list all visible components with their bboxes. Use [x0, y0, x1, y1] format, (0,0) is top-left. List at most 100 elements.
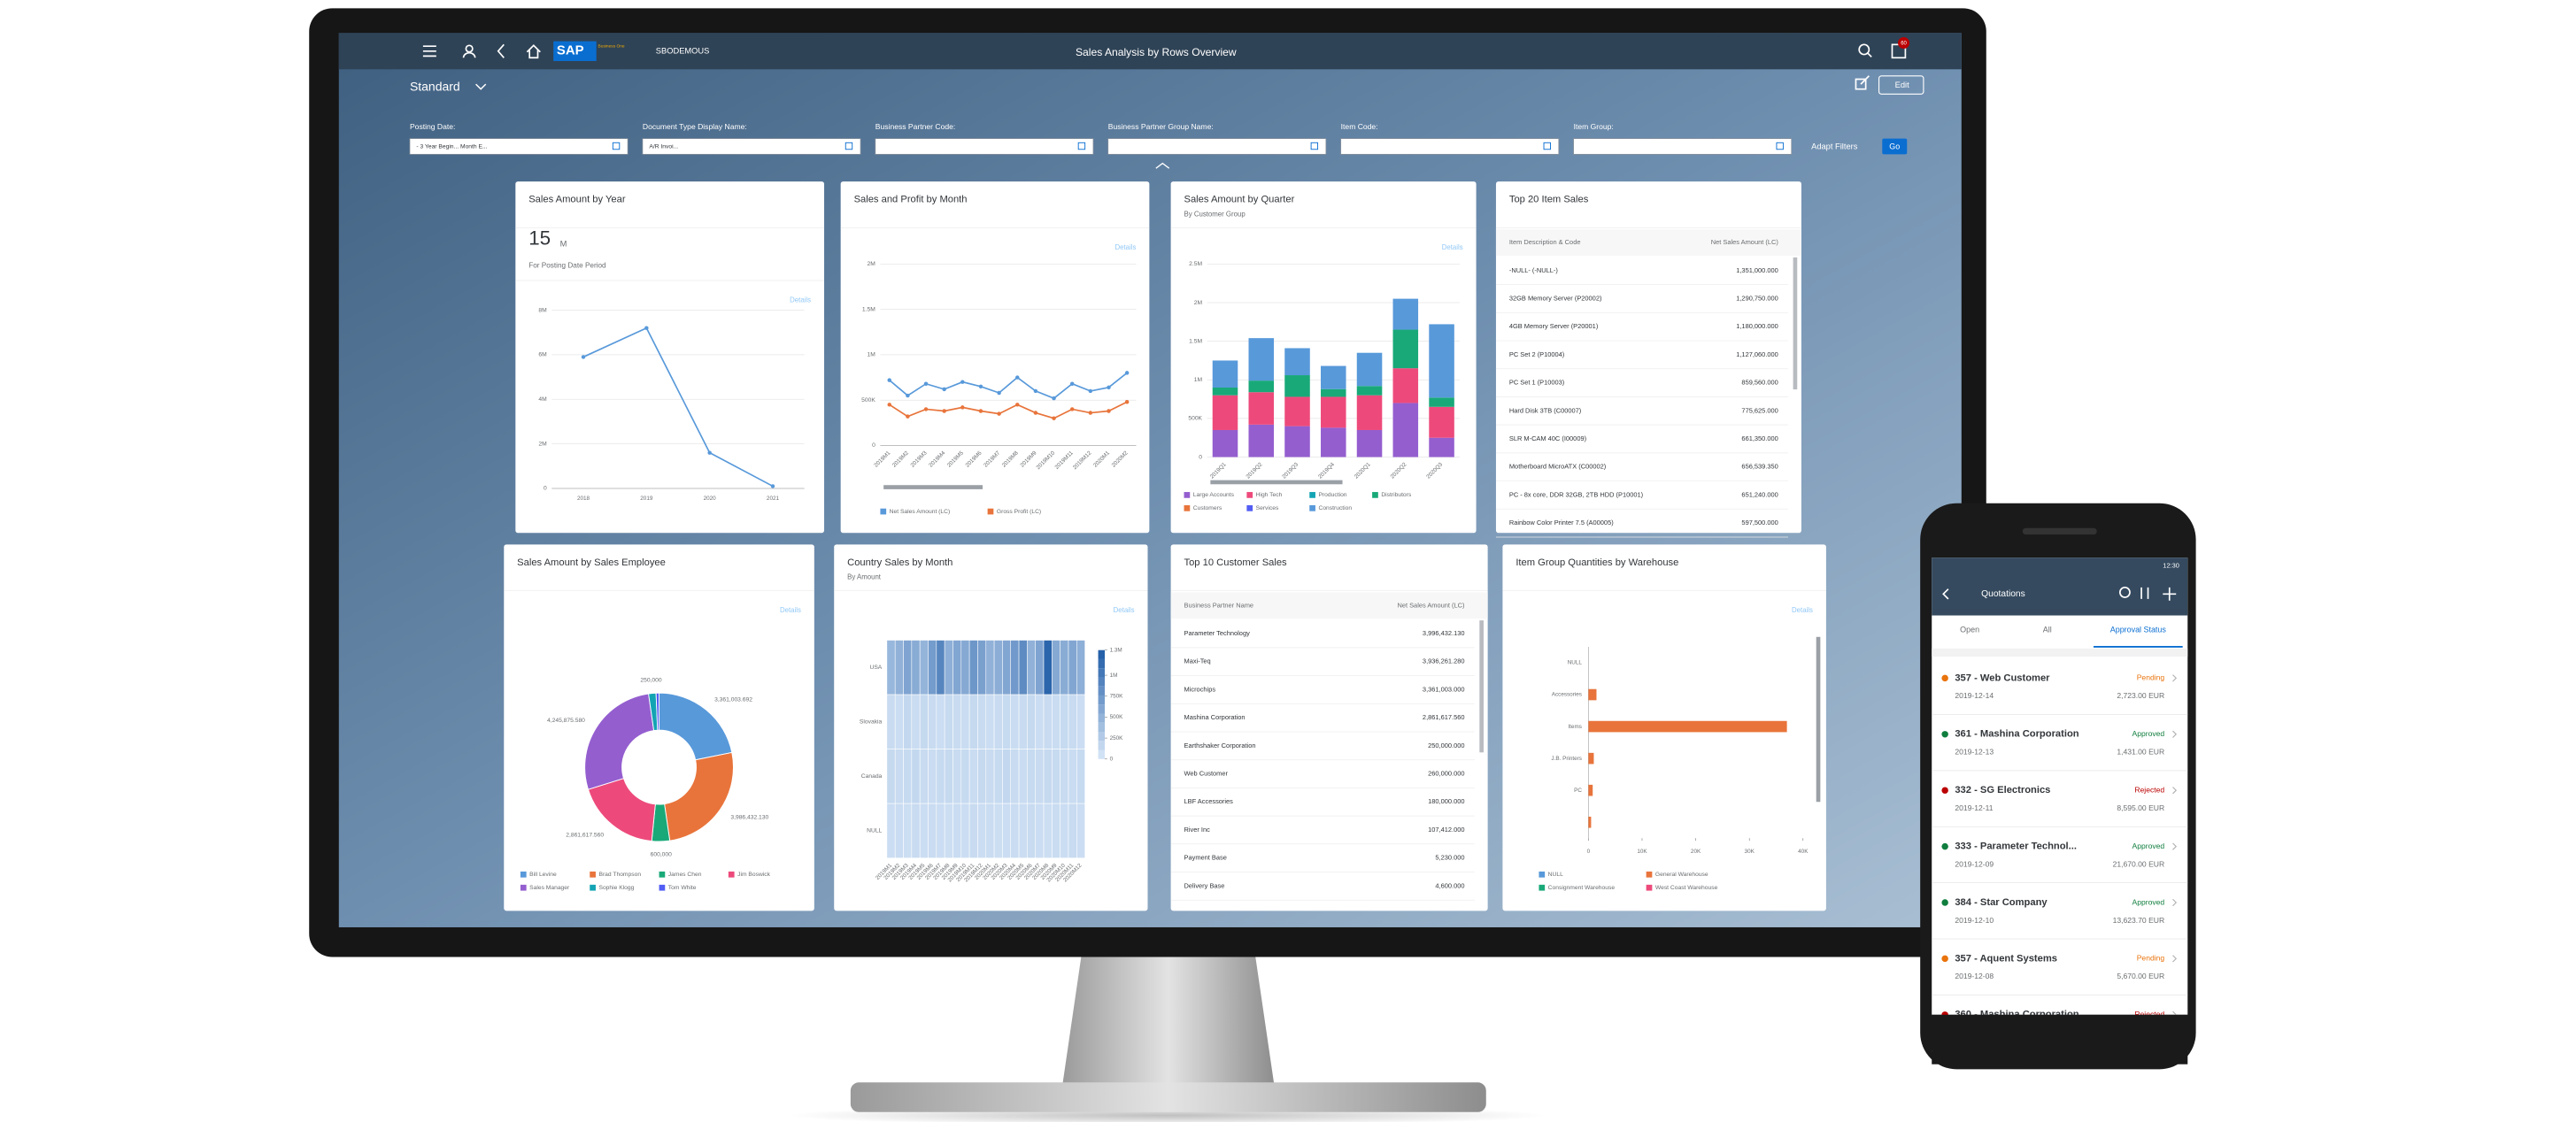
filter-input[interactable]: [409, 138, 629, 155]
filter-value[interactable]: A/R Invoi...: [649, 144, 678, 150]
variant-arrow[interactable]: [475, 83, 487, 90]
status-dot: [1941, 842, 1948, 850]
menu-icon[interactable]: [422, 45, 436, 58]
point: [978, 409, 983, 413]
card-title[interactable]: Top 20 Item Sales: [1509, 195, 1589, 205]
tab[interactable]: Open: [1960, 626, 1979, 634]
tab[interactable]: Approval Status: [2110, 626, 2167, 634]
donut-slice: [655, 692, 660, 731]
edit-label[interactable]: Edit: [1895, 81, 1909, 89]
phone-header: [1932, 557, 2188, 616]
item-title[interactable]: 361 - Mashina Corporation: [1955, 729, 2079, 740]
go-label[interactable]: Go: [1889, 142, 1900, 150]
y-tick-label: 1.5M: [1189, 338, 1202, 344]
cell: SLR M-CAM 40C (I00009): [1509, 434, 1587, 442]
card-title[interactable]: Country Sales by Month: [847, 557, 953, 568]
item-title[interactable]: 384 - Star Company: [1955, 897, 2048, 908]
card-title[interactable]: Top 10 Customer Sales: [1184, 557, 1288, 568]
scrollbar: [1793, 257, 1798, 390]
collapse-header[interactable]: [1155, 162, 1170, 169]
phone-icons[interactable]: [1942, 586, 2177, 601]
color-scale-step: [1098, 695, 1106, 705]
y-tick-label: 1M: [868, 352, 876, 358]
card[interactable]: [515, 181, 825, 534]
adapt-filters[interactable]: Adapt Filters: [1811, 142, 1858, 150]
y-tick-label: 6M: [538, 352, 547, 358]
search-icon[interactable]: [1858, 43, 1870, 56]
value-help-icon[interactable]: [1776, 142, 1784, 150]
legend-swatch: [880, 508, 887, 515]
column-header: Net Sales Amount (LC): [1397, 601, 1465, 609]
y-tick-label: 8M: [538, 307, 547, 313]
item-status: Approved: [2133, 897, 2165, 906]
item-status: Pending: [2137, 673, 2165, 682]
heat-cell: [1002, 749, 1012, 804]
user-icon[interactable]: [465, 44, 474, 53]
heat-cell: [919, 694, 929, 749]
value-help-icon[interactable]: [1543, 142, 1551, 150]
filter-input[interactable]: [642, 138, 861, 155]
heat-cell: [1076, 803, 1085, 858]
color-scale-step: [1098, 704, 1106, 714]
details-link[interactable]: Details: [1114, 606, 1135, 614]
column-header: Item Description & Code: [1509, 238, 1581, 246]
heat-cell: [911, 694, 921, 749]
go-button[interactable]: [1882, 138, 1908, 155]
phone-actions[interactable]: [2140, 587, 2177, 601]
card[interactable]: [840, 181, 1150, 534]
point: [1015, 375, 1020, 380]
back-icon[interactable]: [497, 43, 505, 58]
value-help-icon[interactable]: [845, 142, 853, 150]
color-tick-label: 1M: [1110, 672, 1118, 679]
variant[interactable]: Standard: [410, 80, 460, 94]
card-title[interactable]: Sales Amount by Quarter: [1184, 195, 1295, 205]
filter-input[interactable]: [1107, 138, 1327, 155]
details-link[interactable]: Details: [1792, 606, 1813, 614]
point: [644, 326, 649, 330]
home-icon[interactable]: [526, 44, 541, 59]
value-help-icon[interactable]: [1077, 142, 1086, 150]
point: [1107, 385, 1111, 390]
bar-segment: [1356, 429, 1383, 457]
stand-base: [850, 1082, 1486, 1112]
chevron: [2172, 674, 2178, 682]
share-icon[interactable]: [1855, 75, 1870, 90]
item-title[interactable]: 357 - Aquent Systems: [1955, 953, 2057, 964]
bar-segment: [1248, 392, 1275, 425]
legend-swatch: [1309, 504, 1315, 511]
point: [1052, 396, 1056, 401]
heat-cell: [903, 803, 913, 858]
edit-button[interactable]: [1878, 75, 1924, 95]
item-title[interactable]: 333 - Parameter Technol...: [1955, 842, 2077, 852]
details-link[interactable]: Details: [790, 296, 811, 304]
heat-cell: [953, 803, 962, 858]
card-title[interactable]: Sales Amount by Year: [528, 195, 626, 205]
item-title[interactable]: 332 - SG Electronics: [1955, 785, 2050, 795]
filter-value[interactable]: - 3 Year Begin... Month E...: [416, 144, 487, 150]
value-help-icon[interactable]: [612, 142, 621, 150]
phone-search[interactable]: [2118, 586, 2131, 598]
card-title[interactable]: Sales Amount by Sales Employee: [517, 557, 666, 568]
card[interactable]: [1170, 544, 1488, 911]
top-bar-icons[interactable]: [422, 43, 1907, 90]
details-link[interactable]: Details: [1115, 243, 1137, 251]
card[interactable]: [1495, 181, 1801, 534]
legend-swatch: [1246, 492, 1253, 498]
item-title[interactable]: 357 - Web Customer: [1955, 672, 2050, 683]
heat-cell: [953, 640, 962, 695]
legend-swatch: [1539, 884, 1546, 891]
legend-swatch: [1646, 871, 1653, 878]
tab[interactable]: All: [2043, 626, 2052, 634]
card-title[interactable]: Item Group Quantities by Warehouse: [1516, 557, 1678, 568]
heat-cell: [928, 749, 937, 804]
details-link[interactable]: Details: [1442, 243, 1463, 251]
item-title[interactable]: 360 - Mashina Corporation: [1955, 1010, 2079, 1020]
phone-back[interactable]: [1942, 588, 1949, 600]
value-help-icon[interactable]: [1310, 142, 1319, 150]
filter-input[interactable]: [875, 138, 1094, 155]
filter-input[interactable]: [1340, 138, 1560, 155]
status-dot: [1941, 955, 1948, 963]
details-link[interactable]: Details: [780, 606, 801, 614]
card-title[interactable]: Sales and Profit by Month: [854, 195, 968, 205]
filter-input[interactable]: [1573, 138, 1793, 155]
